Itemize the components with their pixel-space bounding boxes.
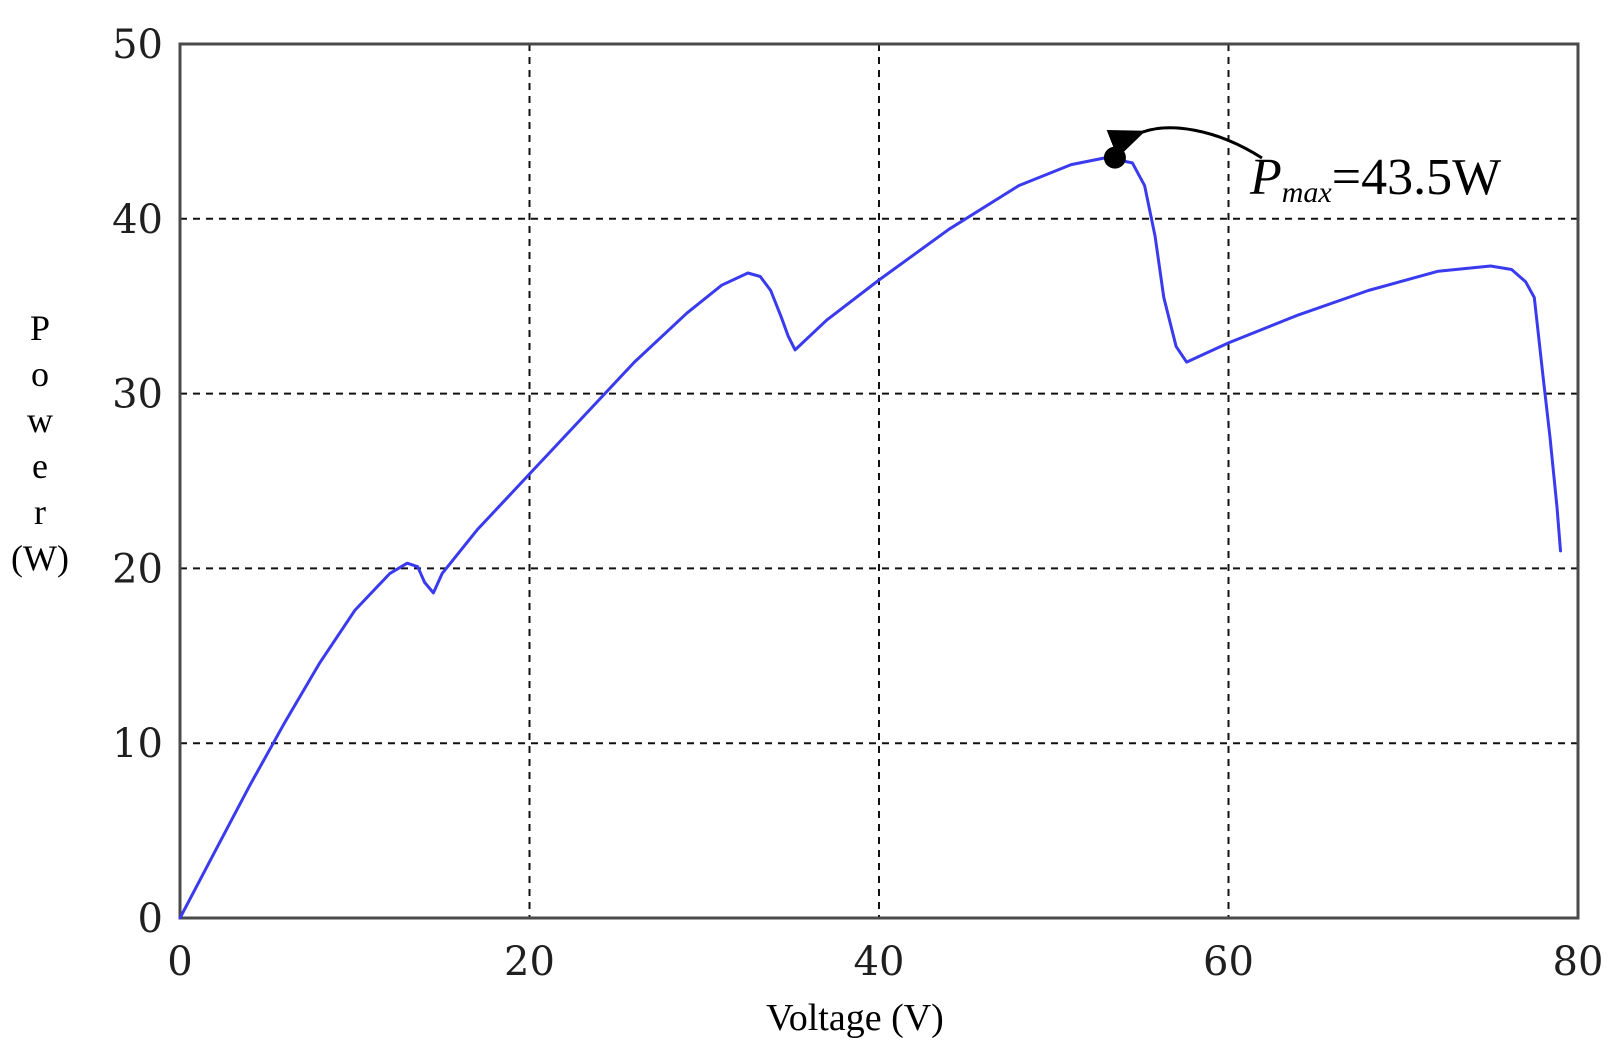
x-tick-label: 60 [1203, 939, 1254, 985]
y-tick-label: 0 [138, 896, 163, 942]
y-tick-label: 40 [112, 197, 163, 243]
y-axis-label-part: e [32, 446, 48, 486]
x-tick-label: 40 [854, 939, 905, 985]
series-group [178, 156, 1562, 920]
grid-lines [180, 44, 1578, 918]
y-axis-label-part: (W) [11, 538, 69, 578]
x-tick-label: 80 [1553, 939, 1604, 985]
y-axis-label-part: P [30, 308, 50, 348]
x-tick-label: 20 [504, 939, 555, 985]
x-axis-label: Voltage (V) [766, 997, 944, 1039]
plot-frame [178, 42, 1580, 920]
x-tick-labels: 0 20 40 60 80 [167, 939, 1603, 985]
annotation-main: P [1249, 149, 1282, 206]
y-tick-labels: 0 10 20 30 40 50 [112, 22, 163, 942]
y-axis-label-part: o [31, 354, 49, 394]
y-axis-label-part: w [27, 400, 53, 440]
y-tick-label: 50 [112, 22, 163, 68]
marker-group [1103, 146, 1126, 169]
annotation-arrow [1106, 126, 1263, 160]
y-axis-label-part: r [34, 492, 46, 532]
y-tick-label: 10 [112, 721, 163, 767]
x-tick-label: 0 [167, 939, 192, 985]
series-line-0 [178, 156, 1562, 920]
pmax-marker [1103, 146, 1126, 169]
annotation-value: =43.5W [1332, 149, 1501, 206]
pmax-annotation: Pmax=43.5W [1249, 149, 1501, 209]
y-tick-label: 30 [112, 372, 163, 418]
annotation-sub: max [1282, 176, 1333, 209]
y-tick-label: 20 [112, 546, 163, 592]
